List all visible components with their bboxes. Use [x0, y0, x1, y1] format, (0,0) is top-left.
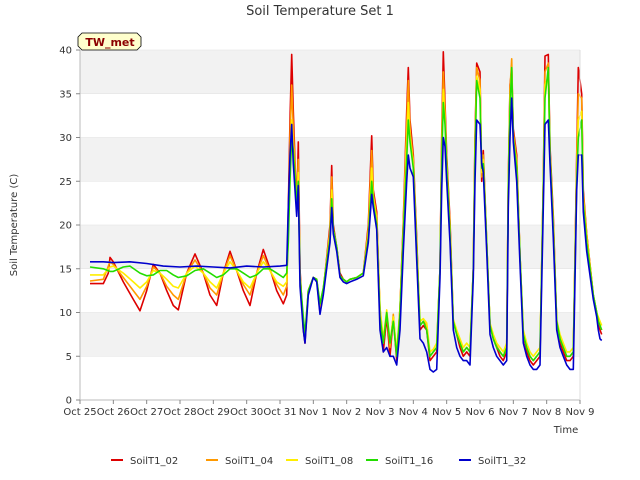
legend-label: SoilT1_32: [478, 456, 526, 467]
x-axis-label: Time: [553, 425, 578, 436]
x-tick-label: Nov 7: [499, 407, 528, 418]
x-tick-label: Nov 8: [532, 407, 561, 418]
x-tick-label: Nov 6: [465, 407, 494, 418]
y-tick-label: 20: [59, 221, 72, 232]
legend-label: SoilT1_16: [385, 456, 433, 467]
y-axis-label: Soil Temperature (C): [9, 174, 20, 277]
x-axis-ticks: Oct 25 Oct 26 Oct 27 Oct 28 Oct 29 Oct 30 Oct …: [63, 400, 595, 418]
y-tick-label: 0: [66, 396, 72, 407]
x-tick-label: Nov 4: [399, 407, 428, 418]
x-tick-label: Oct 28: [163, 407, 196, 418]
x-tick-label: Nov 9: [565, 407, 594, 418]
series-line-soilt1_08: [90, 66, 603, 358]
x-tick-label: Oct 29: [197, 407, 230, 418]
badge-box: [77, 32, 142, 51]
chart-title: Soil Temperature Set 1: [246, 4, 394, 19]
x-tick-label: Nov 3: [365, 407, 394, 418]
station-badge: TW_met: [77, 32, 142, 51]
x-tick-label: Nov 2: [332, 407, 361, 418]
series-line-soilt1_02: [90, 51, 603, 366]
legend-label: SoilT1_04: [225, 456, 273, 467]
y-tick-label: 10: [59, 308, 72, 319]
y-axis-ticks: 0 5 10 15 20 25 30 35 40: [59, 46, 80, 407]
x-tick-label: Nov 5: [432, 407, 461, 418]
grid-band: [80, 137, 580, 182]
badge-text: TW_met: [85, 36, 134, 49]
x-tick-label: Oct 27: [130, 407, 163, 418]
y-tick-label: 35: [59, 89, 72, 100]
y-tick-label: 30: [59, 133, 72, 144]
series-line-soilt1_16: [89, 66, 603, 362]
grid-bands: [80, 49, 580, 401]
legend: SoilT1_02 SoilT1_04 SoilT1_08 SoilT1_16 Soil…: [111, 456, 526, 467]
y-tick-label: 5: [66, 352, 72, 363]
legend-label: SoilT1_08: [305, 456, 353, 467]
y-tick-label: 25: [59, 177, 72, 188]
series-line-soilt1_32: [90, 97, 603, 373]
grid-band: [80, 50, 580, 94]
x-tick-label: Oct 26: [97, 407, 130, 418]
y-tick-label: 40: [59, 46, 72, 57]
legend-label: SoilT1_02: [130, 456, 178, 467]
x-tick-label: Oct 25: [63, 407, 96, 418]
x-tick-label: Oct 31: [263, 407, 296, 418]
x-tick-label: Oct 30: [230, 407, 263, 418]
series-lines: [89, 51, 603, 373]
x-tick-label: Nov 1: [299, 407, 328, 418]
y-tick-label: 15: [59, 264, 72, 275]
